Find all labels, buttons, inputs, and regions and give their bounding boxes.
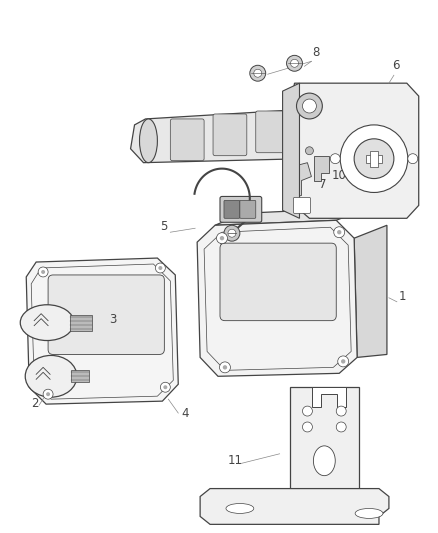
Circle shape: [305, 147, 314, 155]
FancyBboxPatch shape: [220, 197, 262, 222]
Ellipse shape: [355, 508, 383, 519]
Polygon shape: [285, 163, 311, 198]
FancyBboxPatch shape: [220, 243, 336, 321]
Text: 3: 3: [109, 313, 116, 326]
Ellipse shape: [140, 119, 157, 163]
Polygon shape: [131, 109, 321, 163]
Circle shape: [159, 266, 162, 270]
Circle shape: [408, 154, 418, 164]
Circle shape: [220, 236, 224, 240]
Polygon shape: [314, 156, 329, 181]
FancyBboxPatch shape: [224, 200, 240, 219]
Circle shape: [46, 392, 50, 396]
Circle shape: [303, 406, 312, 416]
Circle shape: [160, 382, 170, 392]
Polygon shape: [366, 155, 382, 163]
Circle shape: [41, 270, 45, 274]
Polygon shape: [370, 151, 378, 167]
Circle shape: [254, 69, 262, 77]
Polygon shape: [290, 387, 359, 489]
Bar: [70, 314, 92, 330]
Ellipse shape: [20, 305, 74, 341]
FancyBboxPatch shape: [240, 200, 256, 219]
Polygon shape: [312, 387, 346, 407]
Text: 2: 2: [31, 397, 39, 410]
Polygon shape: [215, 207, 369, 225]
Circle shape: [337, 230, 341, 235]
Text: 9: 9: [218, 238, 226, 251]
Text: 11: 11: [228, 454, 243, 467]
FancyBboxPatch shape: [256, 111, 290, 153]
Circle shape: [341, 359, 346, 364]
Polygon shape: [354, 225, 387, 358]
Circle shape: [303, 422, 312, 432]
Ellipse shape: [314, 446, 335, 475]
Circle shape: [336, 406, 346, 416]
Ellipse shape: [25, 356, 77, 397]
Circle shape: [303, 99, 316, 113]
Circle shape: [228, 229, 236, 237]
Polygon shape: [283, 83, 300, 219]
Circle shape: [219, 362, 230, 373]
Text: 8: 8: [312, 46, 320, 59]
Circle shape: [286, 55, 303, 71]
Circle shape: [38, 267, 48, 277]
Ellipse shape: [226, 504, 254, 513]
Text: 5: 5: [160, 220, 168, 233]
Circle shape: [43, 389, 53, 399]
Circle shape: [223, 365, 227, 369]
Polygon shape: [197, 220, 357, 376]
Circle shape: [336, 422, 346, 432]
Circle shape: [330, 154, 340, 164]
Circle shape: [163, 385, 167, 389]
Text: 10: 10: [331, 168, 346, 182]
Polygon shape: [283, 83, 419, 219]
Circle shape: [250, 65, 266, 81]
FancyBboxPatch shape: [170, 119, 204, 160]
Circle shape: [354, 139, 394, 179]
Text: 4: 4: [181, 407, 189, 420]
Circle shape: [290, 59, 298, 67]
Polygon shape: [200, 489, 389, 524]
Text: 7: 7: [319, 179, 327, 191]
Circle shape: [338, 356, 349, 367]
Text: 1: 1: [399, 290, 406, 303]
Text: 6: 6: [392, 59, 399, 72]
Polygon shape: [26, 258, 178, 404]
Circle shape: [334, 227, 345, 238]
Circle shape: [216, 233, 227, 244]
Circle shape: [224, 225, 240, 241]
Circle shape: [340, 125, 408, 192]
FancyBboxPatch shape: [48, 275, 164, 354]
Bar: [71, 370, 89, 382]
FancyBboxPatch shape: [213, 114, 247, 156]
Circle shape: [297, 93, 322, 119]
Circle shape: [155, 263, 165, 273]
FancyBboxPatch shape: [293, 197, 311, 213]
